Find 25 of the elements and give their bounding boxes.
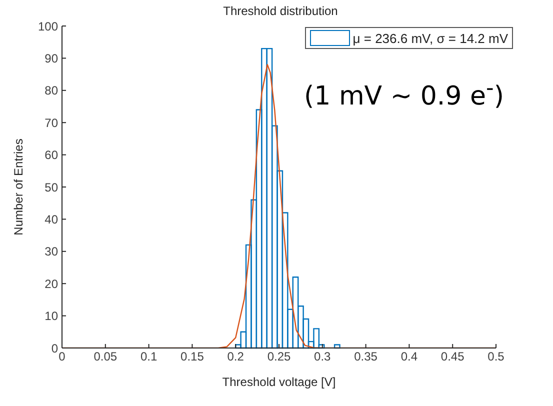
y-axis-title: Number of Entries — [11, 138, 26, 236]
x-tick-label: 0.5 — [488, 350, 505, 364]
y-tick-label: 60 — [44, 148, 58, 162]
x-axis-title: Threshold voltage [V] — [222, 375, 336, 389]
x-tick-label: 0.1 — [140, 350, 158, 364]
y-tick-label: 50 — [44, 180, 58, 194]
y-tick-label: 20 — [44, 276, 58, 291]
x-tick-label: 0.45 — [440, 350, 465, 364]
y-tick-label: 100 — [38, 19, 58, 34]
y-tick-label: 40 — [44, 212, 58, 226]
x-tick-label: 0.2 — [227, 350, 244, 364]
y-tick-label: 30 — [44, 244, 58, 259]
x-tick-label: 0.3 — [314, 350, 332, 364]
x-tick-label: 0.25 — [267, 350, 291, 364]
y-tick-label: 80 — [44, 84, 58, 98]
chart-title: Threshold distribution — [222, 4, 339, 18]
y-tick-label: 10 — [44, 309, 58, 324]
x-tick-label: 0.15 — [180, 350, 204, 364]
y-tick-label: 70 — [44, 116, 58, 130]
x-tick-label: 0.05 — [94, 350, 118, 364]
x-tick-label: 0.35 — [354, 350, 378, 364]
x-tick-label: 0.4 — [400, 350, 418, 364]
y-tick-label: 90 — [44, 51, 58, 66]
annotation: (1 mV ~ 0.9 e$^{-}$) — [304, 76, 504, 112]
legend-label: μ = 236.6 mV, σ = 14.2 mV — [352, 30, 508, 46]
